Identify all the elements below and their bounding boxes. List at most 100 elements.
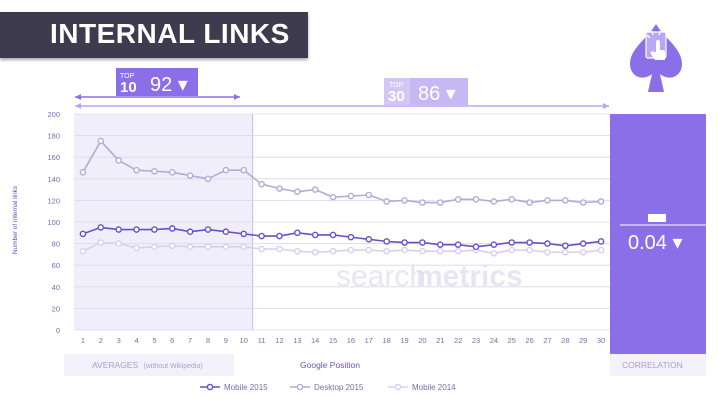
spade-with-hand-cursor-icon — [630, 24, 682, 92]
data-point — [436, 247, 444, 255]
data-point — [562, 248, 569, 256]
chart-footer: AVERAGES (without Wikipedia) Google Posi… — [64, 354, 706, 376]
top10-box[interactable]: TOP 10 92 ▾ — [116, 68, 198, 96]
data-point — [579, 199, 587, 206]
data-point — [419, 247, 426, 255]
data-point — [436, 241, 444, 248]
data-point — [186, 243, 194, 251]
y-tick-label: 40 — [52, 283, 60, 292]
x-tick-label: 1 — [81, 336, 85, 345]
data-point — [401, 197, 408, 204]
x-tick-label: 6 — [170, 336, 174, 345]
y-tick-label: 20 — [52, 304, 60, 313]
data-point — [115, 157, 122, 164]
data-point — [168, 242, 176, 250]
page-title: INTERNAL LINKS — [50, 18, 290, 49]
x-tick-label: 19 — [400, 336, 408, 345]
top10-value: 92 ▾ — [150, 74, 188, 96]
data-point — [204, 243, 212, 251]
correlation-label: CORRELATION — [622, 360, 683, 370]
data-point — [562, 242, 569, 250]
data-point — [258, 245, 265, 253]
y-tick-label: 140 — [47, 175, 60, 184]
y-axis-label: Number of internal links — [12, 185, 19, 254]
data-point — [419, 239, 426, 246]
data-point — [133, 226, 140, 233]
data-point — [329, 193, 337, 201]
data-point — [97, 137, 105, 145]
x-tick-label: 15 — [329, 336, 337, 345]
x-tick-label: 5 — [152, 336, 156, 345]
data-point — [168, 225, 176, 232]
legend: Mobile 2015 Desktop 2015 Mobile 2014 — [200, 383, 456, 392]
top30-box[interactable]: TOP 30 86 ▾ — [384, 78, 468, 105]
x-tick-label: 2 — [99, 336, 103, 345]
data-point — [490, 250, 498, 257]
data-point — [258, 180, 265, 188]
data-point — [204, 175, 212, 183]
x-tick-label: 18 — [382, 336, 390, 345]
title-banner: INTERNAL LINKS — [0, 12, 308, 58]
correlation-panel: 0.04 ▾ — [610, 114, 706, 354]
data-point — [562, 197, 569, 204]
data-point — [544, 197, 551, 204]
data-point — [186, 172, 194, 179]
data-point — [383, 247, 390, 255]
data-point — [311, 248, 319, 256]
data-point — [79, 247, 87, 255]
data-point — [597, 198, 605, 205]
y-tick-label: 60 — [52, 261, 60, 270]
data-point — [276, 245, 283, 253]
data-point — [544, 240, 551, 247]
data-point — [222, 243, 230, 251]
x-tick-label: 25 — [508, 336, 516, 345]
data-point — [115, 226, 122, 233]
data-point — [294, 229, 301, 237]
x-tick-label: 20 — [418, 336, 426, 345]
y-tick-label: 180 — [47, 132, 60, 141]
x-tick-label: 28 — [561, 336, 569, 345]
data-point — [347, 233, 355, 241]
data-point — [544, 248, 551, 256]
y-tick-label: 80 — [52, 240, 60, 249]
x-tick-label: 8 — [206, 336, 210, 345]
data-point — [276, 185, 283, 192]
data-point — [454, 247, 462, 255]
data-point — [329, 247, 337, 255]
data-point — [133, 166, 140, 174]
data-point — [186, 228, 194, 236]
top10-top-label: TOP — [120, 73, 135, 80]
x-tick-label: 27 — [543, 336, 551, 345]
data-point — [401, 239, 408, 246]
data-point — [151, 226, 158, 233]
data-point — [526, 246, 533, 254]
internal-links-chart: search metrics TOP 10 92 ▾ TOP 30 86 ▾ — [0, 60, 718, 406]
data-point — [347, 246, 355, 254]
x-tick-label: 7 — [188, 336, 192, 345]
x-tick-label: 10 — [240, 336, 248, 345]
data-point — [454, 241, 462, 248]
data-point — [240, 166, 248, 174]
data-point — [204, 226, 212, 233]
data-point — [97, 224, 105, 231]
data-point — [79, 169, 87, 176]
data-point — [151, 243, 158, 251]
y-tick-label: 160 — [47, 153, 60, 162]
x-tick-label: 16 — [347, 336, 355, 345]
top30-top-label: TOP — [389, 82, 404, 89]
data-point — [311, 231, 319, 239]
x-tick-label: 12 — [275, 336, 283, 345]
data-point — [508, 239, 516, 246]
x-tick-label: 30 — [597, 336, 605, 345]
data-point — [454, 196, 462, 203]
x-tick-label: 29 — [579, 336, 587, 345]
data-point — [115, 240, 122, 247]
x-tick-label: 22 — [454, 336, 462, 345]
data-point — [419, 199, 426, 206]
data-point — [579, 248, 587, 256]
data-point — [401, 246, 408, 254]
x-tick-label: 13 — [293, 336, 301, 345]
legend-entry: Mobile 2014 — [412, 383, 456, 392]
data-point — [311, 186, 319, 193]
data-point — [329, 231, 337, 239]
